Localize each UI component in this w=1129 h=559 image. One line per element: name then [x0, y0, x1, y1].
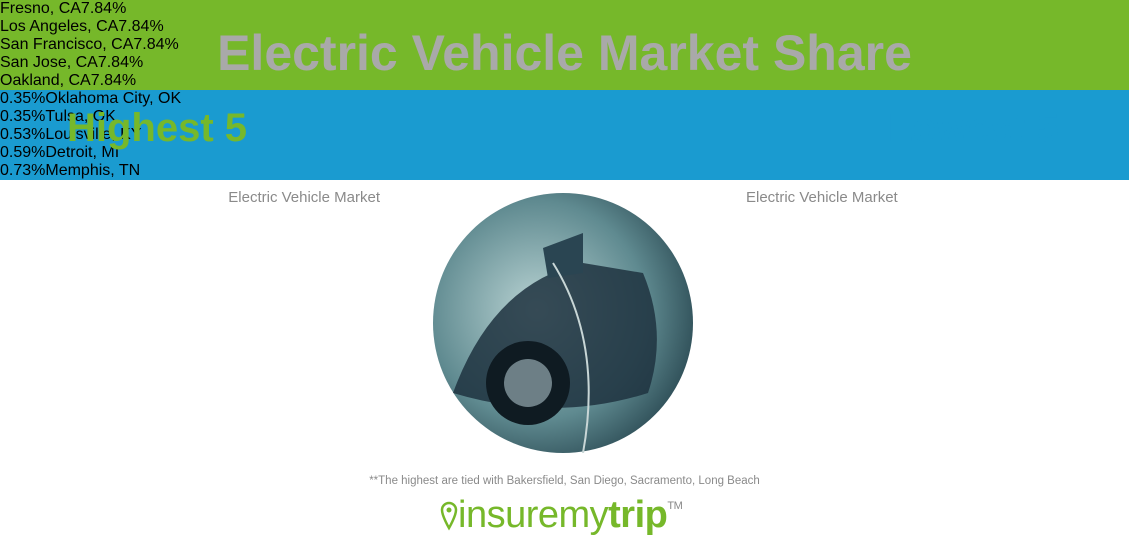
- logo-text-bold: trip: [608, 494, 668, 536]
- row-pill: San Francisco, CA7.84%: [0, 36, 1129, 54]
- cell: Los Angeles, CA: [0, 18, 119, 35]
- cell: 7.84%: [97, 54, 144, 71]
- title: Electric Vehicle Market Share: [217, 25, 912, 81]
- column-label: Electric Vehicle Market: [228, 189, 380, 206]
- logo-pin: [440, 501, 458, 531]
- cell: 0.73%: [0, 162, 46, 179]
- cell: 7.84%: [133, 36, 179, 53]
- cell: 0.35%: [0, 108, 46, 125]
- cell: Oakland, CA: [0, 72, 91, 89]
- row-pill: 0.73%Memphis, TN: [0, 162, 1129, 180]
- logo-mark: TM: [667, 500, 683, 512]
- logo-text: insuremy: [458, 494, 609, 536]
- cell: Fresno, CA: [0, 0, 81, 17]
- cell: 0.35%: [0, 90, 46, 107]
- highest-heading: Highest 5: [67, 106, 248, 150]
- logo: insuremytripTM: [440, 494, 683, 537]
- row-pill: 0.53%Louisville, KY: [0, 126, 1129, 144]
- row-pill: 0.35%Tulsa, OK: [0, 108, 1129, 126]
- cell: Oklahoma City, OK: [45, 90, 182, 107]
- lowest-heading: Lowest 5: [887, 106, 1059, 150]
- row-pill: 0.35%Oklahoma City, OK: [0, 90, 1129, 108]
- cell: Louisville, KY: [45, 126, 142, 143]
- cell: 7.84%: [80, 0, 127, 17]
- row-pill: Los Angeles, CA7.84%: [0, 18, 1129, 36]
- row-pill: Fresno, CA7.84%: [0, 0, 1129, 18]
- cell: Detroit, MI: [45, 144, 120, 161]
- cell: San Jose, CA: [0, 54, 98, 71]
- cell: 0.53%: [0, 126, 46, 143]
- cell: Tulsa, OK: [45, 108, 116, 125]
- cell: 7.84%: [90, 72, 137, 89]
- cell: 7.84%: [118, 18, 164, 35]
- footnote: **The highest are tied with Bakersfield,…: [369, 475, 760, 487]
- cell: Memphis, TN: [45, 162, 141, 179]
- row-pill: San Jose, CA7.84%: [0, 54, 1129, 72]
- column-label: Electric Vehicle Market: [746, 189, 898, 206]
- cell: 0.59%: [0, 144, 46, 161]
- row-pill: Oakland, CA7.84%: [0, 72, 1129, 90]
- cell: San Francisco, CA: [0, 36, 134, 53]
- row-pill: 0.59%Detroit, MI: [0, 144, 1129, 162]
- car-photo: [433, 193, 693, 453]
